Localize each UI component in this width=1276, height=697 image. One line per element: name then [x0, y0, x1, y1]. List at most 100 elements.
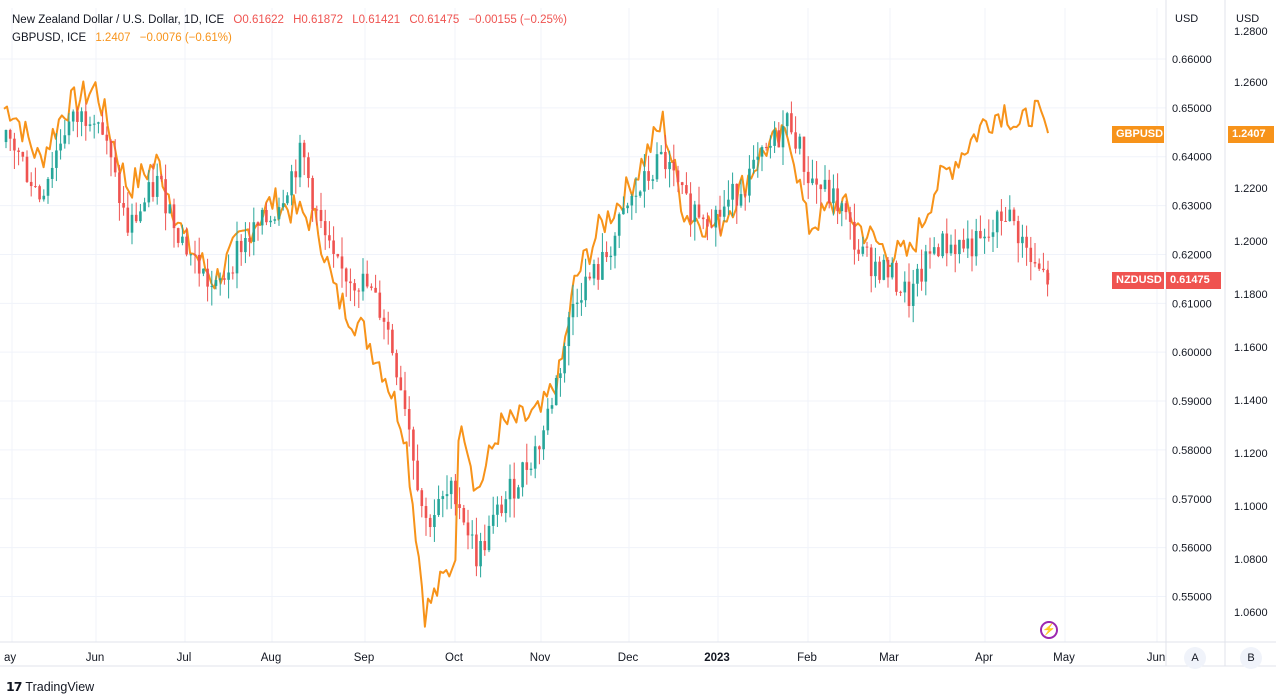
time-axis-label: Mar: [879, 652, 899, 664]
nzdusd-candle: [302, 142, 306, 158]
nzdusd-candle: [752, 159, 755, 169]
nzdusd-candle: [672, 162, 676, 171]
nzdusd-candle: [470, 534, 474, 536]
nzdusd-candle: [974, 230, 978, 257]
nzd-axis-tick: 0.55000: [1172, 592, 1212, 604]
nzdusd-candle: [962, 239, 965, 249]
nzdusd-candle: [601, 251, 604, 280]
nzdusd-candle: [508, 478, 512, 500]
gbpusd-title: GBPUSD, ICE: [12, 32, 87, 44]
nzdusd-candle: [168, 204, 172, 214]
nzdusd-candle: [903, 281, 907, 293]
nzdusd-change: −0.00155 (−0.25%): [468, 14, 567, 26]
nzdusd-candle: [512, 478, 516, 499]
time-axis-label: May: [1053, 652, 1075, 664]
nzdusd-candle: [1016, 221, 1020, 244]
auto-scale-button-a[interactable]: A: [1184, 647, 1206, 669]
nzdusd-candle: [542, 430, 545, 450]
auto-scale-button-b[interactable]: B: [1240, 647, 1262, 669]
tradingview-brand[interactable]: 17 TradingView: [6, 679, 94, 694]
nzdusd-candle: [88, 124, 92, 126]
nzdusd-candle: [596, 264, 600, 280]
gbp-axis-tick: 1.0600: [1234, 607, 1268, 619]
nzdusd-candle: [575, 302, 579, 304]
nzdusd-candle: [340, 256, 344, 269]
nzdusd-candle: [609, 255, 613, 258]
nzdusd-candle: [525, 462, 529, 470]
nzdusd-candle: [743, 194, 747, 196]
nzdusd-candle: [491, 514, 495, 526]
nzdusd-candle: [890, 262, 894, 278]
nzdusd-candle: [769, 145, 772, 148]
nzdusd-candle: [848, 212, 852, 222]
nzdusd-candle: [727, 199, 730, 207]
nzdusd-candle: [118, 172, 121, 204]
nzdusd-candle: [680, 182, 684, 186]
nzdusd-candle: [437, 499, 440, 516]
nzdusd-candle: [920, 268, 923, 282]
nzdusd-candle: [1029, 247, 1033, 263]
nzdusd-candle: [1012, 209, 1016, 222]
bolt-icon[interactable]: ⚡: [1040, 621, 1058, 639]
nzdusd-candle: [958, 239, 961, 255]
nzdusd-candle: [223, 278, 226, 280]
tradingview-name: TradingView: [25, 680, 95, 694]
nzdusd-candle: [861, 246, 865, 254]
nzdusd-candle: [370, 286, 373, 288]
nzd-axis-tick: 0.63000: [1172, 201, 1212, 213]
nzdusd-candle: [323, 221, 327, 236]
nzd-axis-tick: 0.58000: [1172, 445, 1212, 457]
nzdusd-candle: [895, 262, 898, 292]
nzdusd-candle: [781, 126, 785, 148]
nzdusd-candle: [382, 317, 386, 322]
nzdusd-candle: [815, 178, 818, 185]
time-axis-label: ay: [4, 652, 16, 664]
nzdusd-candle: [122, 203, 125, 208]
nzdusd-candle: [647, 171, 650, 181]
gbp-axis-tick: 1.1600: [1234, 342, 1268, 354]
gbpusd-line: [3, 80, 1049, 628]
nzdusd-candle: [785, 113, 789, 127]
nzdusd-candle: [1042, 268, 1045, 271]
nzdusd-candle: [130, 214, 134, 233]
nzdusd-candle: [239, 240, 243, 253]
nzdusd-candle: [655, 154, 659, 180]
nzdusd-candle: [638, 191, 642, 196]
nzdusd-candle: [458, 504, 461, 508]
gbp-axis-tick: 1.1800: [1234, 289, 1268, 301]
nzdusd-candle: [874, 261, 877, 277]
nzdusd-candle: [714, 209, 718, 228]
nzdusd-candle: [538, 446, 541, 450]
nzdusd-candle: [580, 300, 583, 303]
time-axis-label: Aug: [261, 652, 281, 664]
nzdusd-candle: [529, 468, 533, 470]
nzdusd-candle: [361, 273, 365, 292]
time-axis-label: Jun: [1147, 652, 1166, 664]
nzdusd-candle: [806, 171, 810, 184]
nzdusd-candle: [164, 179, 167, 214]
nzdusd-candle: [987, 236, 991, 238]
gbp-axis-tick: 1.2200: [1234, 183, 1268, 195]
nzdusd-candle: [433, 515, 436, 528]
nzdusd-candle: [953, 244, 957, 255]
nzdusd-candle: [55, 150, 58, 168]
nzdusd-candle: [13, 138, 16, 151]
nzdusd-candle: [924, 251, 928, 282]
nzdusd-candle: [101, 122, 104, 135]
nzdusd-candle: [420, 490, 424, 507]
nzdusd-candle: [802, 136, 806, 172]
gbpusd-price-tag: 1.2407: [1228, 126, 1274, 143]
nzdusd-candle: [882, 259, 886, 280]
nzdusd-candle: [449, 480, 453, 495]
nzdusd-candle: [428, 517, 432, 528]
nzd-axis-tick: 0.64000: [1172, 152, 1212, 164]
nzd-axis-tick: 0.66000: [1172, 54, 1212, 66]
nzdusd-candle: [630, 195, 634, 206]
time-axis-label: Sep: [354, 652, 374, 664]
nzdusd-candle: [214, 280, 218, 286]
nzdusd-candle: [1037, 263, 1041, 269]
nzdusd-candle: [227, 272, 230, 280]
nzdusd-candle: [113, 157, 117, 173]
nzdusd-candle: [811, 178, 814, 184]
